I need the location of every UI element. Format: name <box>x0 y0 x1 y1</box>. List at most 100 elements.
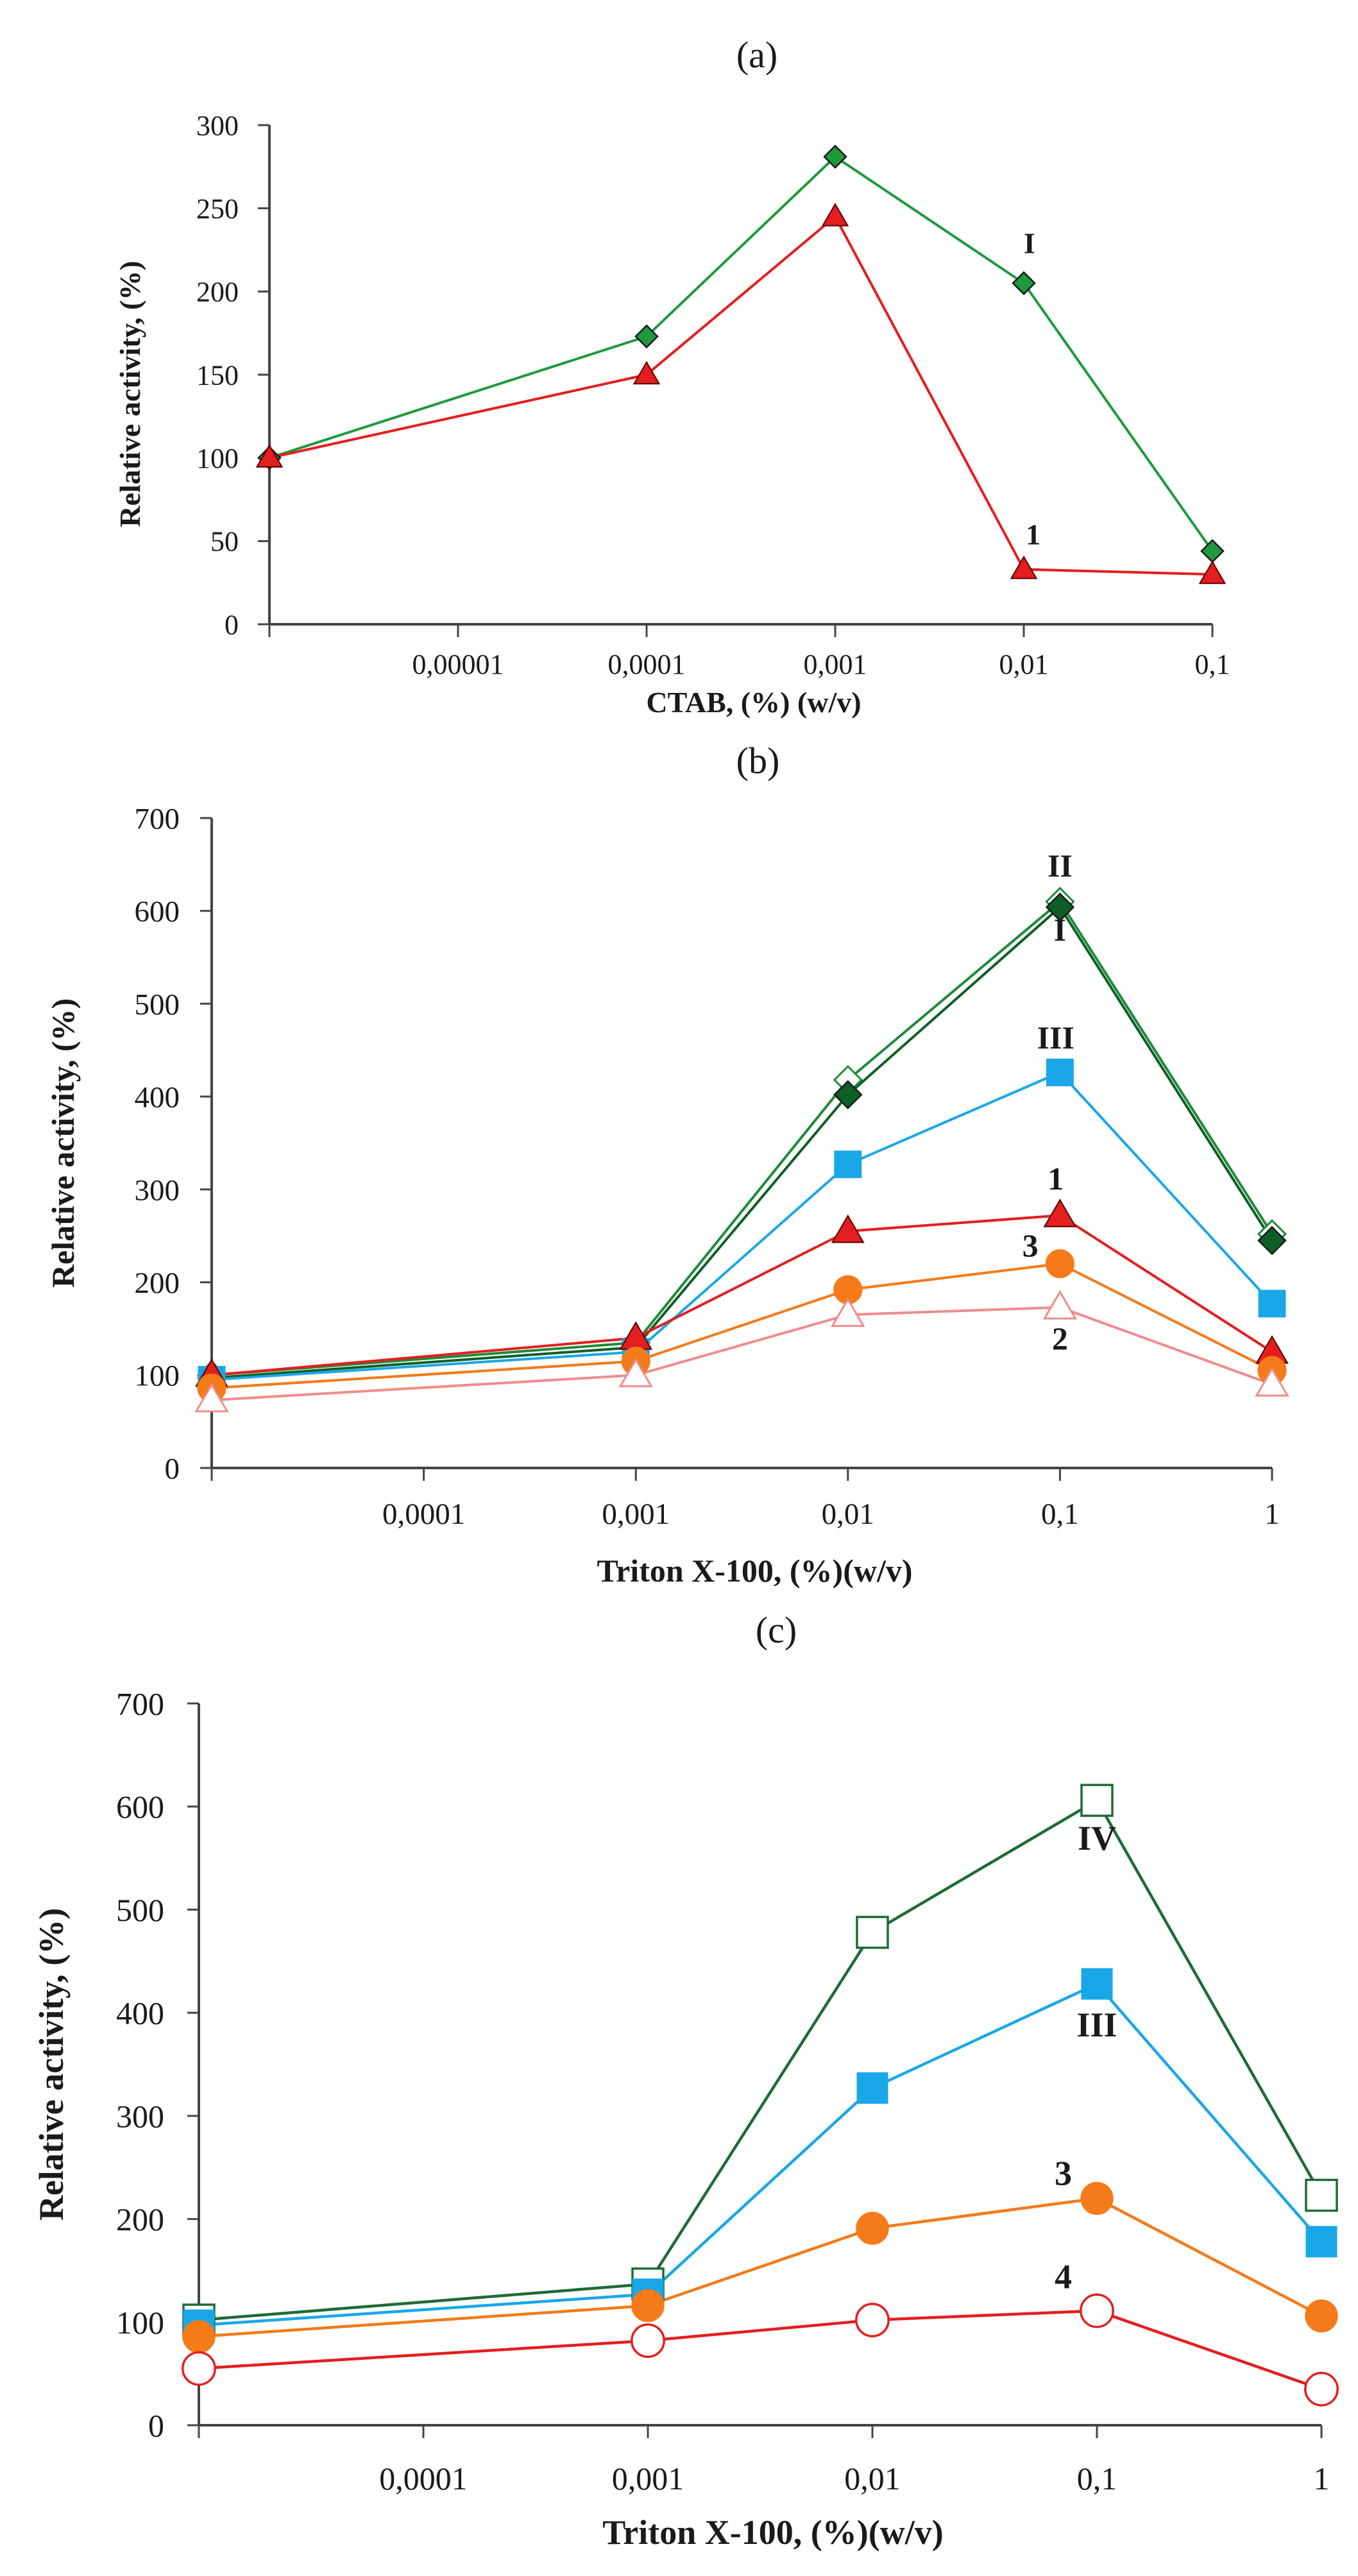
x-tick-label: 1 <box>1264 1497 1280 1531</box>
x-tick-label: 0,00001 <box>412 649 504 680</box>
x-tick-label: 0,1 <box>1195 649 1230 680</box>
x-tick-label: 0,01 <box>999 649 1049 680</box>
x-tick-label: 1 <box>1314 2461 1330 2496</box>
y-tick-label: 300 <box>196 110 239 141</box>
data-point-4 <box>855 2303 890 2338</box>
data-point-1 <box>1043 1198 1077 1227</box>
x-tick-label: 0,01 <box>844 2461 901 2496</box>
series-line-2 <box>211 1306 1273 1402</box>
x-tick-label: 0,001 <box>804 649 867 680</box>
y-tick-label: 200 <box>196 277 239 308</box>
data-point-2 <box>831 1297 865 1327</box>
series-annotation: 1 <box>1048 1161 1064 1197</box>
data-point-1 <box>1010 555 1038 579</box>
x-axis-title: CTAB, (%) (w/v) <box>646 686 861 719</box>
y-tick-label: 100 <box>196 443 239 474</box>
data-point-I <box>1257 1225 1287 1256</box>
data-point-1 <box>1198 560 1226 584</box>
y-axis-title: Relative activity, (%) <box>114 260 146 527</box>
series-line-1 <box>211 1214 1273 1377</box>
y-tick-label: 500 <box>135 988 180 1021</box>
chart-panel-0: (a) 0 50 100 150 200 250 300 0,00001 0,0001 0,001 0… <box>114 34 1230 719</box>
series-annotation: I <box>1054 912 1066 948</box>
series-annotation: 3 <box>1055 2154 1072 2193</box>
chart-panel-1: (b) 0 100 200 300 400 500 600 700 0,0001 0,001 0,01… <box>45 740 1289 1589</box>
y-tick-label: 150 <box>196 359 239 391</box>
y-tick-label: 700 <box>135 802 180 835</box>
y-tick-label: 0 <box>225 609 239 640</box>
data-point-3 <box>856 2212 889 2245</box>
y-tick-label: 600 <box>116 1789 164 1825</box>
series-line-III <box>211 1071 1273 1381</box>
data-point-IV <box>856 1916 889 1949</box>
data-point-1 <box>831 1214 865 1243</box>
data-point-2 <box>194 1383 229 1413</box>
data-point-I <box>1045 892 1075 922</box>
data-point-I <box>1200 539 1225 563</box>
y-tick-label: 600 <box>135 895 180 928</box>
y-tick-label: 400 <box>135 1081 180 1114</box>
x-tick-label: 0,0001 <box>379 2461 468 2496</box>
panel-label: (c) <box>756 1609 797 1651</box>
series-line-III <box>198 1982 1323 2327</box>
data-point-III <box>856 2072 888 2104</box>
x-tick-label: 0,1 <box>1041 1497 1079 1531</box>
data-point-3 <box>182 2320 216 2353</box>
series-annotation: IV <box>1078 1819 1116 1857</box>
x-tick-label: 0,1 <box>1077 2461 1117 2496</box>
y-tick-label: 100 <box>135 1360 180 1393</box>
data-point-IV <box>1080 1784 1114 1817</box>
series-line-1 <box>269 215 1213 576</box>
y-tick-label: 0 <box>148 2408 164 2444</box>
data-point-2 <box>1042 1290 1078 1320</box>
data-point-4 <box>631 2323 665 2358</box>
data-point-1 <box>632 361 661 385</box>
y-axis-title: Relative activity, (%) <box>32 1908 71 2221</box>
series-annotation: 4 <box>1055 2257 1072 2296</box>
y-tick-label: 700 <box>116 1686 164 1722</box>
x-tick-label: 0,01 <box>822 1497 874 1531</box>
data-point-4 <box>1304 2371 1339 2407</box>
series-line-3 <box>198 2197 1323 2339</box>
panel-label: (a) <box>736 34 777 76</box>
data-point-III <box>1046 1059 1074 1087</box>
series-annotation: I <box>1024 227 1035 260</box>
data-point-3 <box>1080 2181 1114 2215</box>
x-tick-label: 0,001 <box>602 1497 670 1531</box>
series-annotation: III <box>1037 1019 1074 1055</box>
data-point-4 <box>1080 2293 1114 2328</box>
data-point-4 <box>182 2351 216 2386</box>
data-point-2 <box>1255 1367 1289 1397</box>
data-point-III <box>1258 1290 1286 1318</box>
data-point-2 <box>618 1358 653 1388</box>
data-point-1 <box>821 203 849 226</box>
data-point-3 <box>1045 1249 1074 1279</box>
y-tick-label: 200 <box>116 2201 164 2237</box>
series-annotation: III <box>1076 2006 1117 2044</box>
series-line-IV <box>198 1798 1323 2322</box>
series-line-II <box>211 900 1273 1377</box>
data-point-III <box>1081 1968 1113 2000</box>
y-tick-label: 400 <box>116 1995 164 2031</box>
y-tick-label: 100 <box>116 2305 164 2341</box>
x-tick-label: 0,001 <box>612 2461 684 2496</box>
data-point-3 <box>631 2289 665 2323</box>
x-axis-title: Triton X-100, (%)(w/v) <box>602 2513 943 2552</box>
data-point-III <box>834 1150 862 1179</box>
data-point-1 <box>255 444 284 468</box>
series-line-I <box>269 155 1214 552</box>
y-tick-label: 300 <box>135 1173 180 1207</box>
y-tick-label: 50 <box>210 526 239 558</box>
y-tick-label: 500 <box>116 1892 164 1928</box>
panel-label: (b) <box>736 740 780 781</box>
series-annotation: 2 <box>1052 1320 1068 1356</box>
series-line-I <box>211 905 1273 1379</box>
data-point-I <box>634 324 659 349</box>
series-annotation: II <box>1048 848 1073 883</box>
data-point-IV <box>1305 2178 1338 2212</box>
data-point-III <box>1305 2226 1337 2258</box>
data-point-3 <box>1305 2299 1338 2333</box>
series-annotation: 1 <box>1026 518 1040 551</box>
y-tick-label: 300 <box>116 2098 164 2134</box>
